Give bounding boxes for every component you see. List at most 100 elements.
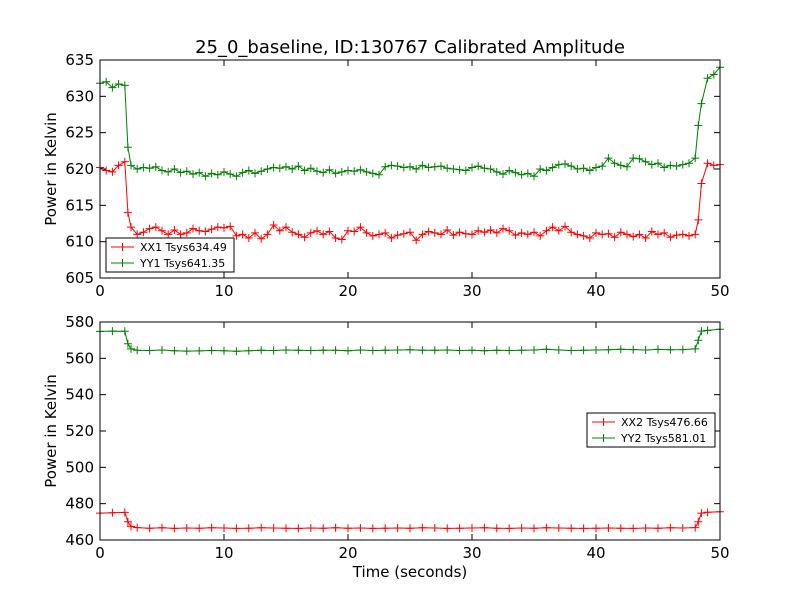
data-point-0-1-63 bbox=[480, 164, 489, 173]
data-point-1-1-21 bbox=[331, 346, 340, 355]
legend-marker-1-1 bbox=[599, 434, 608, 442]
data-point-0-1-73 bbox=[542, 166, 551, 175]
data-point-1-0-29 bbox=[430, 524, 439, 532]
data-point-0-0-17 bbox=[195, 226, 204, 235]
data-point-0-1-81 bbox=[592, 163, 600, 172]
data-point-1-1-34 bbox=[492, 346, 501, 355]
data-point-0-1-11 bbox=[158, 166, 166, 175]
y-tick-label-0-0: 605 bbox=[65, 269, 94, 287]
data-point-0-0-61 bbox=[468, 230, 476, 239]
data-point-0-0-80 bbox=[585, 234, 594, 242]
data-point-0-0-84 bbox=[610, 233, 619, 242]
data-point-0-0-60 bbox=[461, 229, 470, 238]
data-point-1-1-10 bbox=[195, 346, 204, 355]
data-point-1-1-49 bbox=[678, 345, 687, 354]
data-point-0-1-28 bbox=[263, 165, 272, 173]
data-point-0-1-66 bbox=[499, 170, 507, 179]
data-point-1-1-25 bbox=[381, 346, 390, 355]
y-tick-label-1-4: 540 bbox=[65, 386, 94, 404]
data-point-0-0-36 bbox=[313, 226, 321, 235]
data-point-1-1-36 bbox=[517, 346, 526, 355]
data-point-0-0-52 bbox=[412, 236, 421, 245]
data-point-0-0-87 bbox=[629, 232, 638, 241]
data-point-0-1-7 bbox=[133, 165, 142, 173]
data-point-1-0-52 bbox=[697, 509, 706, 518]
legend-marker-0-1 bbox=[118, 259, 127, 267]
data-point-0-0-82 bbox=[598, 230, 607, 239]
y-axis-label-0: Power in Kelvin bbox=[42, 112, 60, 226]
data-point-0-1-33 bbox=[294, 162, 303, 171]
data-point-0-0-73 bbox=[542, 226, 551, 235]
data-point-0-1-17 bbox=[195, 168, 204, 177]
y-tick-label-0-3: 620 bbox=[65, 160, 94, 178]
data-point-0-1-3 bbox=[114, 80, 123, 88]
data-point-0-1-75 bbox=[554, 160, 563, 169]
data-point-0-1-14 bbox=[176, 168, 185, 177]
data-point-0-1-23 bbox=[232, 172, 241, 181]
data-point-0-1-2 bbox=[108, 83, 117, 92]
data-point-0-1-30 bbox=[275, 164, 284, 173]
data-point-0-0-59 bbox=[455, 228, 464, 237]
x-tick-label-0-5: 50 bbox=[710, 282, 729, 300]
y-tick-label-1-2: 500 bbox=[65, 458, 94, 476]
data-point-1-0-43 bbox=[604, 524, 613, 532]
data-point-1-1-5 bbox=[133, 346, 142, 355]
data-point-1-1-41 bbox=[579, 346, 588, 355]
data-point-0-1-24 bbox=[238, 168, 247, 177]
data-point-1-1-30 bbox=[443, 346, 452, 354]
data-point-1-0-44 bbox=[616, 524, 625, 533]
data-point-0-1-93 bbox=[666, 161, 675, 170]
data-point-1-1-7 bbox=[158, 346, 166, 354]
data-point-0-0-37 bbox=[319, 230, 328, 239]
data-point-1-0-15 bbox=[257, 523, 266, 532]
y-tick-label-1-3: 520 bbox=[65, 422, 94, 440]
y-tick-label-0-5: 630 bbox=[65, 87, 94, 105]
data-point-1-0-39 bbox=[554, 524, 563, 532]
data-point-0-1-51 bbox=[406, 162, 414, 171]
data-point-0-0-35 bbox=[306, 228, 315, 237]
data-point-1-1-39 bbox=[554, 346, 563, 354]
legend-label-0-1: YY1 Tsys641.35 bbox=[139, 257, 225, 270]
data-point-0-1-21 bbox=[220, 167, 228, 176]
data-point-0-1-36 bbox=[313, 167, 321, 176]
data-point-1-0-40 bbox=[567, 524, 576, 533]
data-point-1-0-34 bbox=[492, 524, 501, 533]
data-point-1-1-46 bbox=[641, 346, 650, 354]
data-point-0-1-76 bbox=[561, 159, 569, 168]
data-point-1-1-2 bbox=[120, 327, 129, 336]
data-point-0-0-66 bbox=[499, 224, 507, 233]
data-point-0-1-85 bbox=[616, 161, 625, 170]
data-point-0-1-61 bbox=[468, 163, 476, 172]
data-point-0-1-70 bbox=[523, 169, 532, 178]
data-point-0-1-39 bbox=[331, 169, 340, 178]
data-point-0-0-49 bbox=[393, 231, 402, 240]
x-tick-label-1-2: 20 bbox=[338, 544, 357, 562]
data-point-0-1-69 bbox=[517, 170, 526, 179]
data-point-1-0-45 bbox=[629, 524, 638, 533]
data-point-1-0-36 bbox=[517, 524, 526, 532]
data-point-0-1-52 bbox=[412, 165, 421, 173]
data-point-0-1-18 bbox=[201, 172, 210, 181]
data-point-0-0-40 bbox=[337, 235, 346, 244]
data-point-1-1-52 bbox=[697, 327, 706, 336]
data-point-1-1-50 bbox=[691, 344, 700, 353]
x-tick-label-1-4: 40 bbox=[586, 544, 605, 562]
data-point-1-0-6 bbox=[145, 524, 154, 533]
data-point-0-0-1 bbox=[102, 166, 111, 175]
data-point-0-0-76 bbox=[561, 222, 569, 231]
data-point-0-0-25 bbox=[244, 234, 253, 242]
data-point-0-0-8 bbox=[139, 228, 148, 237]
data-point-0-1-54 bbox=[424, 163, 433, 172]
data-point-0-1-40 bbox=[337, 167, 346, 176]
data-point-0-1-19 bbox=[207, 169, 216, 178]
data-point-0-1-86 bbox=[623, 162, 631, 171]
data-point-0-0-9 bbox=[145, 224, 154, 233]
data-point-1-0-51 bbox=[694, 517, 703, 526]
data-point-1-0-27 bbox=[406, 524, 414, 533]
data-point-1-0-24 bbox=[368, 524, 377, 533]
data-point-0-0-15 bbox=[182, 228, 191, 237]
data-point-0-0-43 bbox=[356, 223, 365, 232]
x-tick-label-1-1: 10 bbox=[214, 544, 233, 562]
data-point-0-0-4 bbox=[120, 157, 129, 166]
legend-label-0-0: XX1 Tsys634.49 bbox=[140, 241, 227, 254]
